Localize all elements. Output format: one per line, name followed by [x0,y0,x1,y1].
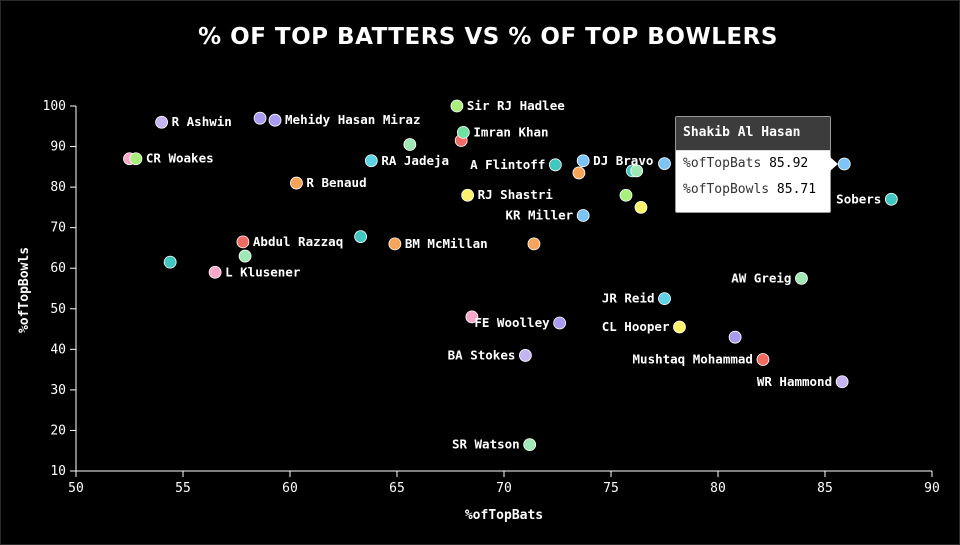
scatter-point [465,310,479,324]
point-label: RJ Shastri [478,187,554,202]
point-label: A Flintoff [470,157,545,172]
scatter-point [519,349,532,362]
scatter-point [163,255,177,269]
scatter-point [884,192,898,206]
tooltip-arrow [830,157,838,171]
scatter-point [523,438,537,452]
scatter-point [835,375,849,389]
scatter-point [388,237,402,251]
scatter-point [527,237,541,251]
scatter-point [354,230,368,243]
point-label: R Ashwin [172,114,232,129]
scatter-point [553,316,567,330]
x-tick-label: 65 [389,481,405,496]
x-axis-label: %ofTopBats [465,508,543,523]
scatter-point [450,99,464,113]
y-tick-label: 40 [50,342,66,357]
point-label: L Klusener [225,264,301,279]
y-tick-label: 50 [50,302,66,317]
x-tick-label: 50 [68,481,84,496]
scatter-point [403,138,417,151]
y-tick-label: 90 [50,140,66,155]
scatter-point [795,271,808,285]
point-label: BA Stokes [448,347,516,362]
scatter-point [634,200,648,214]
scatter-point [576,154,590,168]
point-label: AW Greig [731,270,791,285]
scatter-point [253,111,267,125]
y-tick-label: 30 [50,383,66,398]
scatter-point [290,176,303,190]
point-label: Abdul Razzaq [253,234,343,249]
chart-title: % OF TOP BATTERS VS % OF TOP BOWLERS [198,24,778,50]
scatter-point [364,154,378,168]
scatter-point [238,249,252,263]
scatter-point [461,188,475,202]
scatter-point [268,113,282,127]
scatter-point [619,188,633,202]
x-tick-label: 70 [496,481,512,496]
point-label: CR Woakes [146,151,214,166]
x-tick-label: 85 [817,481,833,496]
scatter-point [630,164,644,178]
x-tick-label: 55 [175,481,191,496]
point-label: R Benaud [306,175,366,190]
scatter-point [208,265,222,279]
point-label: JR Reid [602,291,655,306]
point-label: FE Woolley [474,315,550,330]
point-label: Imran Khan [473,124,548,139]
point-label: DJ Bravo [593,153,653,168]
x-tick-label: 90 [924,481,940,496]
scatter-point [129,152,143,166]
y-tick-label: 20 [50,423,66,438]
tooltip-row-bats: %ofTopBats 85.92 [676,151,830,177]
point-label: Mushtaq Mohammad [633,351,753,366]
tooltip-key: %ofTopBats [683,156,762,171]
point-label: Sobers [836,191,881,206]
scatter-point [456,125,470,139]
point-label: RA Jadeja [381,153,449,168]
tooltip-value: 85.92 [769,156,809,171]
point-label: KR Miller [505,208,573,223]
y-tick-label: 70 [50,221,66,236]
x-tick-label: 60 [282,481,298,496]
tooltip-row-bowls: %ofTopBowls 85.71 [676,177,830,203]
scatter-point [673,320,686,334]
point-label: Mehidy Hasan Miraz [285,112,420,127]
point-label: CL Hooper [602,319,670,334]
x-tick-label: 75 [603,481,619,496]
y-tick-label: 60 [50,261,66,276]
scatter-point [728,330,742,344]
scatter-point [658,157,671,170]
tooltip-value: 85.71 [776,182,817,197]
point-label: SR Watson [452,437,520,452]
point-label: WR Hammond [757,374,832,389]
y-tick-label: 80 [50,180,66,195]
axes: 50 55 60 65 70 75 80 85 90 10 20 30 40 50 60 70 80 90 100 [43,99,940,496]
scatter-point [658,292,671,306]
scatter-point [576,209,590,222]
tooltip: Shakib Al Hasan %ofTopBats 85.92 %ofTopB… [675,116,838,213]
scatter-point [756,353,770,366]
point-label: Sir RJ Hadlee [467,98,565,113]
scatter-point [236,235,250,249]
scatter-point [837,157,851,171]
tooltip-title: Shakib Al Hasan [676,117,830,151]
y-tick-label: 100 [43,99,66,114]
point-label: BM McMillan [405,236,488,251]
scatter-point [155,115,169,129]
scatter-point [548,158,562,172]
tooltip-key: %ofTopBowls [683,182,770,197]
x-tick-label: 80 [710,481,726,496]
y-tick-label: 10 [50,464,66,479]
scatter-point [572,166,586,180]
y-axis-label: %ofTopBowls [17,247,32,333]
